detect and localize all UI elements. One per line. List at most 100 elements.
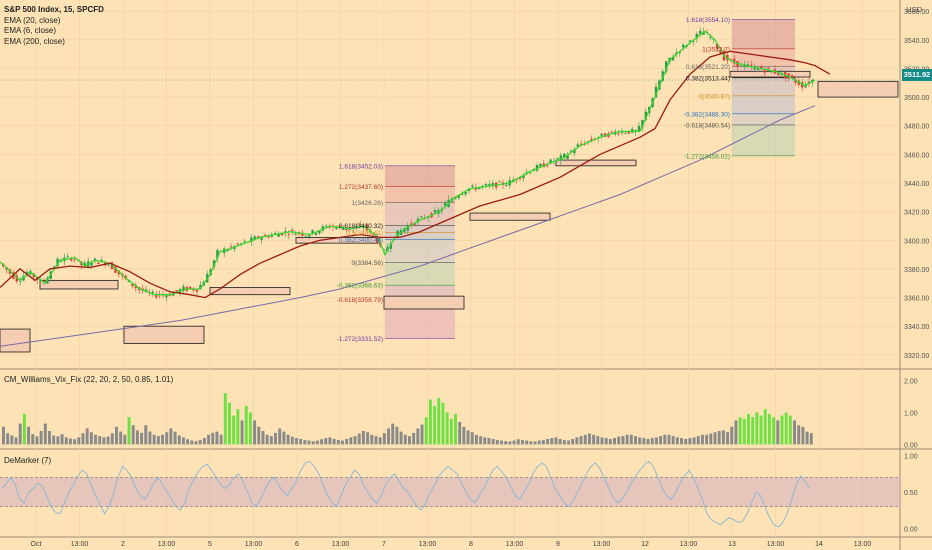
- vix-bar: [152, 434, 156, 445]
- candle-body: [454, 197, 457, 199]
- fib-level-label: 0(3384.56): [352, 260, 383, 267]
- vix-bar: [751, 417, 755, 445]
- vix-bar: [253, 420, 257, 445]
- price-tick-label: 3500.00: [904, 95, 929, 102]
- vix-bar: [123, 434, 127, 445]
- fib-level-label: -0.618(3358.79): [337, 297, 383, 304]
- candle-body: [804, 84, 807, 88]
- fib-level-label: 0.618(3410.32): [339, 223, 383, 230]
- vix-bar: [604, 438, 608, 445]
- candle-body: [376, 236, 379, 244]
- vix-bar: [56, 436, 60, 445]
- candle-body: [702, 31, 705, 35]
- candle-body: [610, 131, 613, 133]
- fib-level-label: 0(3500.87): [699, 93, 730, 100]
- fib-level-label: -0.382(3368.63): [337, 283, 383, 290]
- demand-zones: [0, 70, 899, 353]
- candle-body: [328, 226, 331, 228]
- time-tick-label: 13: [728, 541, 736, 548]
- legend-ema20[interactable]: EMA (20, close): [4, 15, 61, 25]
- vix-bar: [772, 417, 776, 445]
- time-tick-label: 13:00: [680, 541, 698, 548]
- vix-bar: [642, 438, 646, 445]
- candle-body: [556, 158, 559, 159]
- vix-bar: [650, 438, 654, 445]
- candle-body: [790, 75, 794, 78]
- time-tick-label: 6: [295, 541, 299, 548]
- vix-bar: [462, 426, 466, 445]
- vix-bar: [248, 412, 252, 445]
- vix-bar: [336, 439, 340, 445]
- vix-bar: [18, 423, 22, 445]
- candle-body: [532, 170, 535, 172]
- time-axis[interactable]: Oct 13:00 2 13:00 5 13:00 6 13:00 7 13:00 8 13:00 9 1…: [31, 541, 872, 548]
- vix-bar: [759, 415, 763, 445]
- vix-bar: [805, 431, 809, 445]
- candle-body: [362, 227, 365, 229]
- vix-bar: [353, 436, 357, 445]
- vix-bar: [780, 415, 784, 445]
- vix-title[interactable]: CM_Williams_Vix_Fix (22, 20, 2, 50, 0.85…: [4, 375, 174, 384]
- legend-ema6[interactable]: EMA (6, close): [4, 26, 57, 35]
- vix-bar: [688, 438, 692, 445]
- vix-bar: [140, 432, 144, 445]
- vix-bar: [236, 409, 240, 445]
- vix-bar: [659, 436, 663, 445]
- demarker-title[interactable]: DeMarker (7): [4, 456, 52, 465]
- price-tick-label: 3340.00: [904, 324, 929, 331]
- vix-bar: [39, 430, 43, 445]
- vix-bar: [94, 434, 98, 445]
- fibonacci-retracements: [385, 19, 795, 339]
- vix-bar: [784, 412, 788, 445]
- vix-bar: [198, 439, 202, 445]
- time-tick-label: Oct: [31, 541, 42, 548]
- vix-bar: [395, 426, 399, 445]
- vix-bar: [575, 437, 579, 445]
- vix-bar: [31, 434, 35, 445]
- candle-body: [155, 295, 158, 298]
- vix-bar: [64, 437, 68, 445]
- vix-tick-label: 1.00: [904, 410, 918, 417]
- candle-body: [678, 52, 681, 53]
- candle-body: [335, 227, 338, 229]
- vix-bar: [445, 412, 449, 445]
- candle-body: [699, 30, 702, 34]
- candle-body: [733, 58, 736, 64]
- vix-bar: [332, 438, 336, 445]
- candle-body: [314, 233, 318, 235]
- vix-bar: [454, 414, 457, 445]
- fib-level-label: 0.382(3513.44): [686, 75, 730, 82]
- zone-box: [383, 295, 465, 310]
- candle-body: [688, 40, 692, 42]
- candle-body: [416, 218, 420, 223]
- candle-body: [777, 73, 780, 76]
- fib-level-label: -0.382(3488.30): [684, 111, 730, 118]
- candle-body: [325, 225, 328, 227]
- vix-bar: [286, 434, 290, 445]
- candle-body: [444, 203, 447, 206]
- candle-body: [311, 229, 314, 234]
- fib-band: [732, 95, 795, 114]
- candle-body: [675, 52, 678, 55]
- price-axis[interactable]: 3320.00 3340.00 3360.00 3380.00 3400.00 3420.…: [904, 9, 929, 533]
- legend-ema200[interactable]: EMA (200, close): [4, 36, 65, 46]
- vix-bar: [290, 436, 294, 445]
- vix-bar: [726, 432, 730, 445]
- candle-body: [692, 41, 695, 42]
- vix-bar: [382, 433, 386, 445]
- candle-body: [338, 225, 341, 227]
- zone-box: [817, 80, 899, 98]
- vix-bar: [742, 418, 746, 445]
- candle-body: [763, 69, 766, 73]
- symbol-title: S&P 500 Index, 15, SPCFD: [4, 5, 104, 14]
- vix-bar: [299, 438, 303, 445]
- vix-bar: [165, 432, 169, 445]
- fib-level-label: 0.618(3521.20): [686, 64, 730, 71]
- vix-bar: [776, 420, 780, 445]
- vix-bar: [529, 441, 533, 445]
- fib-level-label: 1(3426.26): [352, 200, 383, 207]
- vix-bar: [307, 440, 311, 445]
- fib-level-label: -0.618(3480.54): [684, 122, 730, 129]
- candle-body: [665, 61, 668, 72]
